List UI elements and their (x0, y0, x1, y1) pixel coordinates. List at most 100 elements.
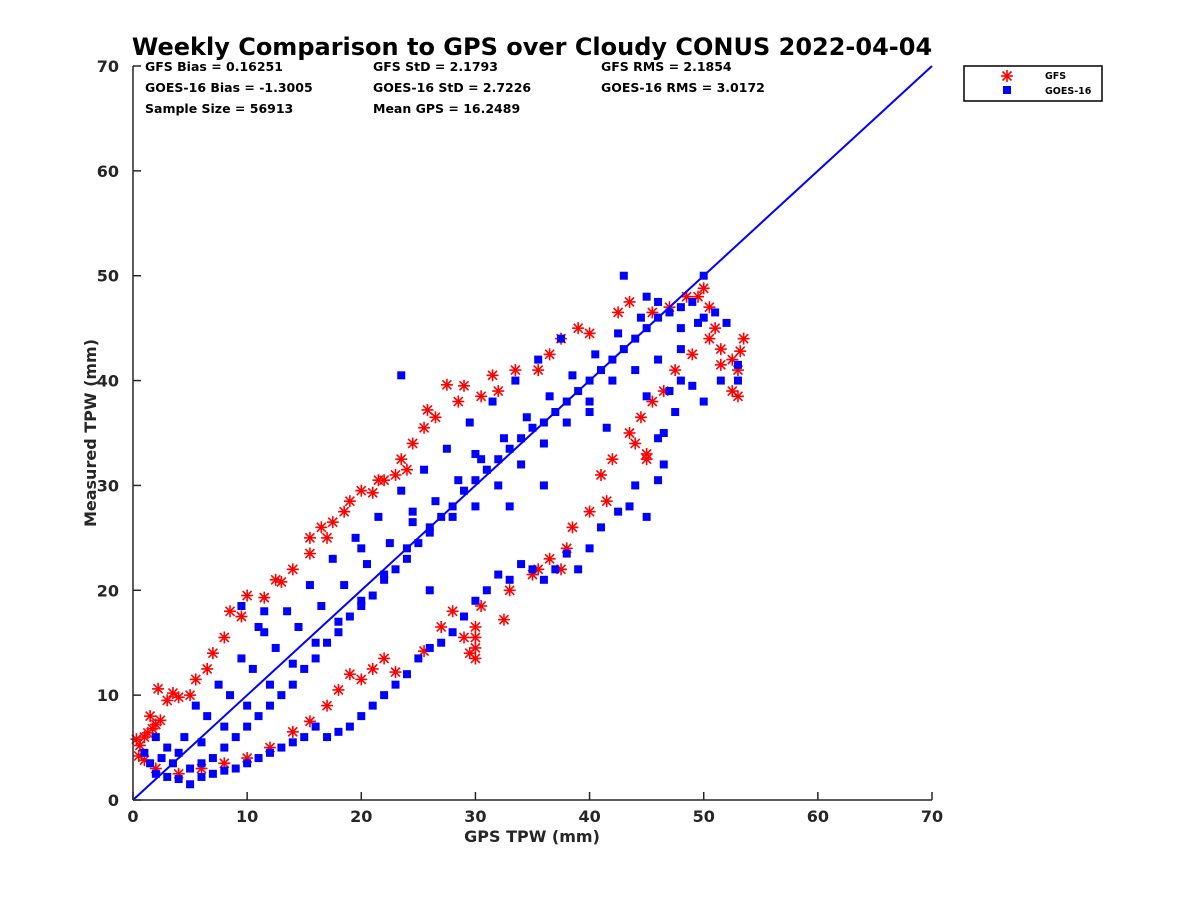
goes16-point (288, 738, 297, 747)
gfs-point (543, 552, 556, 565)
gfs-point (241, 589, 254, 602)
x-tick-label: 0 (127, 807, 138, 826)
goes16-point (357, 544, 366, 553)
goes16-point (722, 318, 731, 327)
goes16-point (271, 643, 280, 652)
goes16-point (368, 591, 377, 600)
goes16-point (311, 654, 320, 663)
gfs-point (669, 364, 682, 377)
goes16-point (311, 638, 320, 647)
stat-goes-std: GOES-16 StD = 2.7226 (373, 80, 531, 95)
y-axis-ticks: 0 10 20 30 40 50 60 70 (97, 57, 141, 810)
goes16-point (208, 769, 217, 778)
goes16-point (380, 691, 389, 700)
stat-mean-gps: Mean GPS = 16.2489 (373, 101, 520, 116)
gfs-point (646, 306, 659, 319)
goes16-point (517, 434, 526, 443)
goes16-point (471, 449, 480, 458)
goes16-point (619, 271, 628, 280)
goes16-point (334, 628, 343, 637)
gfs-point (418, 421, 431, 434)
goes16-point (585, 397, 594, 406)
gfs-point (703, 301, 716, 314)
goes16-point (694, 318, 703, 327)
goes16-point (334, 617, 343, 626)
goes16-point (174, 748, 183, 757)
goes16-point (191, 701, 200, 710)
goes16-point (425, 586, 434, 595)
gfs-point (366, 486, 379, 499)
gfs-point (154, 714, 167, 727)
y-tick-label: 70 (97, 57, 119, 76)
goes16-point (260, 607, 269, 616)
gfs-point (566, 521, 579, 534)
gfs-point (389, 468, 402, 481)
goes16-point (676, 324, 685, 333)
goes16-point (574, 565, 583, 574)
gfs-point (486, 369, 499, 382)
goes16-point (642, 392, 651, 401)
gfs-point (372, 474, 385, 487)
goes16-point (591, 350, 600, 359)
goes16-point (186, 764, 195, 773)
goes16-point (494, 570, 503, 579)
goes16-point (265, 680, 274, 689)
gfs-point (343, 668, 356, 681)
goes16-point (539, 439, 548, 448)
gfs-point (714, 343, 727, 356)
statistics-annotation: GFS Bias = 0.16251 GFS StD = 2.1793 GFS … (145, 59, 765, 116)
gfs-point (206, 647, 219, 660)
goes16-point (146, 759, 155, 768)
goes16-point (699, 313, 708, 322)
gfs-point (343, 495, 356, 508)
gfs-point (475, 390, 488, 403)
gfs-point (355, 673, 368, 686)
gfs-point (258, 591, 271, 604)
goes16-point (208, 754, 217, 763)
goes16-point (288, 659, 297, 668)
goes16-point (385, 539, 394, 548)
goes16-point (471, 596, 480, 605)
goes16-point (665, 308, 674, 317)
goes16-point (254, 754, 263, 763)
goes16-point (665, 387, 674, 396)
gfs-point (332, 683, 345, 696)
y-tick-label: 10 (97, 686, 119, 705)
goes16-point (414, 539, 423, 548)
goes16-point (214, 680, 223, 689)
gfs-point (326, 516, 339, 529)
gfs-point (406, 437, 419, 450)
goes16-point (260, 628, 269, 637)
goes16-point (614, 329, 623, 338)
goes16-point (505, 444, 514, 453)
goes16-point (499, 434, 508, 443)
goes16-point (465, 418, 474, 427)
gfs-point (640, 453, 653, 466)
gfs-point (189, 673, 202, 686)
goes16-point (676, 303, 685, 312)
goes16-point (163, 743, 172, 752)
goes16-point (328, 554, 337, 563)
one-to-one-reference-line (132, 65, 933, 801)
legend-box (963, 65, 1103, 102)
x-tick-label: 50 (693, 807, 715, 826)
goes16-point (231, 733, 240, 742)
gfs-point (166, 687, 179, 700)
gfs-point (629, 437, 642, 450)
gfs-point (355, 484, 368, 497)
goes16-point (488, 397, 497, 406)
gfs-point (224, 605, 237, 618)
y-axis-label: Measured TPW (mm) (81, 339, 100, 527)
goes16-point (243, 722, 252, 731)
goes16-point (699, 397, 708, 406)
goes16-point (237, 654, 246, 663)
goes16-point (494, 481, 503, 490)
x-axis-label: GPS TPW (mm) (464, 827, 600, 846)
gfs-point (543, 348, 556, 361)
gfs-point (458, 379, 471, 392)
goes16-point (471, 476, 480, 485)
gfs-point (201, 662, 214, 675)
goes16-point (402, 670, 411, 679)
goes16-point (448, 628, 457, 637)
square-icon (1003, 86, 1011, 94)
